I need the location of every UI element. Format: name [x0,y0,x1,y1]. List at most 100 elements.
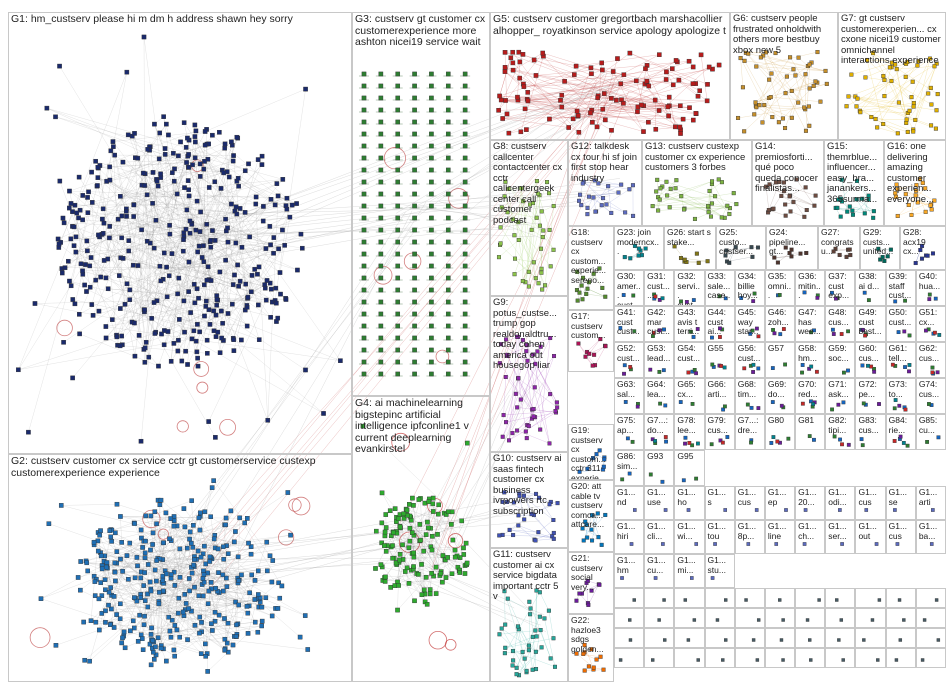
group-box-g10[interactable]: G10: custserv ai saas fintech customer c… [490,452,568,548]
group-box-gx21[interactable]: G1... ba... [915,520,946,554]
group-box-g63[interactable]: G63: sal... [614,378,645,414]
group-box-g48[interactable]: G48: cus... [825,306,856,342]
group-box-minor[interactable] [764,628,796,648]
group-box-g66[interactable]: G66: arti... [704,378,735,414]
group-box-g17[interactable]: G17: custserv custom... [568,310,614,372]
group-box-g23[interactable]: G23: join moderncx... [614,226,664,270]
group-box-g8[interactable]: G8: custserv callcenter contactcenter cx… [490,140,568,296]
group-box-minor[interactable] [885,628,916,648]
group-box-g81[interactable]: G81 [795,414,826,450]
group-box-gx3[interactable]: G1... s [704,486,735,520]
group-box-g57[interactable]: G57 [764,342,796,378]
group-box-g68[interactable]: G68: tim... [734,378,765,414]
group-box-gx7[interactable]: G1... odi... [825,486,856,520]
group-box-g28[interactable]: G28: acx19 cx... [900,226,946,270]
group-box-g13[interactable]: G13: custserv custexp customer cx experi… [642,140,752,226]
group-box-g58[interactable]: G58: hm... [795,342,826,378]
group-box-g47[interactable]: G47: has wee... [795,306,826,342]
group-box-minor[interactable] [764,648,796,668]
group-box-minor[interactable] [614,608,645,628]
group-box-g33[interactable]: G33: sale... case... [704,270,735,306]
group-box-gx18[interactable]: G1... ser... [825,520,856,554]
group-box-g50[interactable]: G50: cust... [885,306,916,342]
group-box-g25[interactable]: G25: custo... custser... [716,226,766,270]
group-box-g14[interactable]: G14: premiosforti... qué poco queda cono… [752,140,824,226]
group-box-minor[interactable] [855,648,886,668]
group-box-g3[interactable]: G3: custserv gt customer cx customerexpe… [352,12,490,396]
group-box-gx12[interactable]: G1... cli... [644,520,675,554]
group-box-gx15[interactable]: G1... 8p... [734,520,765,554]
group-box-minor[interactable] [614,628,645,648]
group-box-minor[interactable] [915,588,946,608]
group-box-minor[interactable] [885,588,916,608]
group-box-minor[interactable] [825,608,856,628]
group-box-g51[interactable]: G51: cx... [915,306,946,342]
group-box-g35[interactable]: G35: omni... [764,270,796,306]
group-box-minor[interactable] [734,628,765,648]
group-box-g9[interactable]: G9: potus_custse... trump gop realdonald… [490,296,568,452]
group-box-g78[interactable]: G78: lee... [674,414,705,450]
group-box-g42[interactable]: G42: mar cust... [644,306,675,342]
group-box-gx14[interactable]: G1... tou [704,520,735,554]
group-box-g69[interactable]: G69: do... [764,378,796,414]
group-box-g77[interactable]: G7...: do... [644,414,675,450]
group-box-minor[interactable] [795,648,826,668]
group-box-gx0[interactable]: G1... nd [614,486,645,520]
group-box-minor[interactable] [734,648,765,668]
group-box-gx11[interactable]: G1... hiri [614,520,645,554]
group-box-minor[interactable] [825,628,856,648]
group-box-g74[interactable]: G74: cus... [915,378,946,414]
group-box-g79[interactable]: G79: cus... [704,414,735,450]
group-box-g52[interactable]: G52: cust... [614,342,645,378]
group-box-g65[interactable]: G65: cx... [674,378,705,414]
group-box-g43[interactable]: G43: avis t terri... [674,306,705,342]
group-box-g18[interactable]: G18: custserv cx custom... experie... se… [568,226,614,310]
group-box-g31[interactable]: G31: cust... ... [644,270,675,306]
group-box-minor[interactable] [644,648,675,668]
group-box-minor[interactable] [674,608,705,628]
group-box-g71[interactable]: G71: ask... [825,378,856,414]
group-box-g85[interactable]: G85: cu... [915,414,946,450]
group-box-minor[interactable] [704,588,735,608]
group-box-minor[interactable] [915,608,946,628]
group-box-g34[interactable]: G34: billie hoy... [734,270,765,306]
group-box-minor[interactable] [644,628,675,648]
group-box-g40[interactable]: G40: hua... [915,270,946,306]
group-box-gx1[interactable]: G1... use [644,486,675,520]
group-box-g62[interactable]: G62: cus... [915,342,946,378]
group-box-g29[interactable]: G29: custs... united... [860,226,900,270]
group-box-g60[interactable]: G60: cus... [855,342,886,378]
group-box-g5[interactable]: G5: custserv customer gregortbach marsha… [490,12,730,140]
group-box-minor[interactable] [674,628,705,648]
group-box-gx24[interactable]: G1... mi... [674,554,705,588]
group-box-minor[interactable] [795,608,826,628]
group-box-minor[interactable] [674,648,705,668]
group-box-minor[interactable] [764,608,796,628]
group-box-g15[interactable]: G15: themrblue... influencer... easy_bra… [824,140,884,226]
group-box-g45[interactable]: G45: way star... [734,306,765,342]
group-box-g44[interactable]: G44: cust ai... [704,306,735,342]
group-box-minor[interactable] [704,608,735,628]
group-box-gx20[interactable]: G1... cus [885,520,916,554]
group-box-minor[interactable] [795,628,826,648]
group-box-minor[interactable] [704,648,735,668]
group-box-minor[interactable] [734,588,765,608]
group-box-gx23[interactable]: G1... cu... [644,554,675,588]
group-box-g82[interactable]: G82: tipi... [825,414,856,450]
group-box-gx22[interactable]: G1... hm [614,554,645,588]
group-box-gx9[interactable]: G1... se [885,486,916,520]
group-box-g38[interactable]: G38: ai d... [855,270,886,306]
group-box-minor[interactable] [855,588,886,608]
group-box-g93[interactable]: G93 [644,450,675,486]
group-box-g83[interactable]: G83: cus... [855,414,886,450]
group-box-gx16[interactable]: G1... line [764,520,796,554]
group-box-g59[interactable]: G59: soc... [825,342,856,378]
group-box-g19[interactable]: G19: custserv cx custom... cctr 311 expe… [568,424,614,480]
group-box-g55[interactable]: G55 [704,342,735,378]
group-box-g72[interactable]: G72: pe... [855,378,886,414]
group-box-g64[interactable]: G64: lea... [644,378,675,414]
group-box-gx17[interactable]: G1... ch... [795,520,826,554]
group-box-g36[interactable]: G36: mitin... [795,270,826,306]
group-box-minor[interactable] [855,608,886,628]
group-box-g54[interactable]: G54: cust... [674,342,705,378]
